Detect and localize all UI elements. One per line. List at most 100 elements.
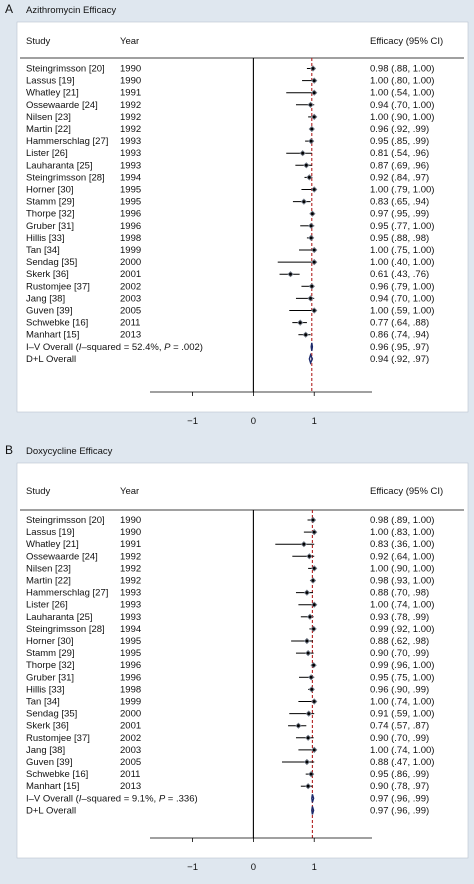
- column-header-efficacy: Efficacy (95% CI): [370, 36, 443, 47]
- x-axis-tick-label: 1: [312, 862, 317, 873]
- study-name: Horner [30]: [26, 636, 74, 647]
- study-name: Ossewaarde [24]: [26, 100, 98, 111]
- study-name: Martin [22]: [26, 576, 71, 587]
- efficacy-ci-label: 1.00 (.59, 1.00): [370, 306, 434, 317]
- point-estimate-center: [306, 784, 310, 788]
- efficacy-ci-label: 0.95 (.88, .98): [370, 233, 429, 244]
- study-year: 1993: [120, 160, 141, 171]
- overall-efficacy-label: 0.97 (.96, .99): [370, 793, 429, 804]
- point-estimate-center: [311, 579, 315, 582]
- study-year: 1992: [120, 112, 141, 123]
- study-year: 1996: [120, 660, 141, 671]
- study-year: 1995: [120, 185, 141, 196]
- point-estimate-center: [312, 530, 316, 534]
- plot-panel: [16, 462, 469, 859]
- study-name: Gruber [31]: [26, 221, 74, 232]
- point-estimate-center: [312, 260, 316, 264]
- point-estimate-center: [312, 115, 316, 119]
- study-name: Lassus [19]: [26, 76, 75, 87]
- column-header-year: Year: [120, 36, 139, 47]
- study-name: Stamm [29]: [26, 648, 75, 659]
- study-year: 1993: [120, 612, 141, 623]
- study-year: 2000: [120, 709, 141, 720]
- efficacy-ci-label: 0.94 (.70, 1.00): [370, 100, 434, 111]
- overall-diamond: [311, 794, 315, 803]
- point-estimate-center: [306, 736, 310, 740]
- point-estimate-center: [298, 321, 302, 324]
- efficacy-ci-label: 0.95 (.77, 1.00): [370, 221, 434, 232]
- efficacy-ci-label: 0.90 (.70, .99): [370, 733, 429, 744]
- point-estimate-center: [312, 188, 316, 191]
- study-name: Guven [39]: [26, 757, 72, 768]
- study-name: Sendag [35]: [26, 709, 77, 720]
- point-estimate-center: [310, 127, 314, 131]
- overall-diamond: [310, 342, 314, 351]
- x-axis-tick-label: 0: [251, 862, 256, 873]
- study-year: 1992: [120, 563, 141, 574]
- efficacy-ci-label: 1.00 (.90, 1.00): [370, 112, 434, 123]
- study-year: 1999: [120, 245, 141, 256]
- efficacy-ci-label: 0.90 (.78, .97): [370, 781, 429, 792]
- point-estimate-center: [312, 567, 316, 570]
- efficacy-ci-label: 0.95 (.86, .99): [370, 769, 429, 780]
- efficacy-ci-label: 1.00 (.74, 1.00): [370, 600, 434, 611]
- x-axis-tick-label: −1: [187, 862, 198, 873]
- overall-efficacy-label: 0.94 (.92, .97): [370, 354, 429, 365]
- point-estimate-center: [305, 760, 309, 764]
- study-year: 2002: [120, 281, 141, 292]
- study-year: 2013: [120, 781, 141, 792]
- point-estimate-center: [307, 554, 311, 558]
- efficacy-ci-label: 0.98 (.89, 1.00): [370, 515, 434, 526]
- study-name: Horner [30]: [26, 185, 74, 196]
- study-year: 1991: [120, 88, 141, 99]
- point-estimate-center: [312, 91, 316, 95]
- study-year: 1993: [120, 136, 141, 147]
- study-year: 1992: [120, 100, 141, 111]
- efficacy-ci-label: 0.77 (.64, .88): [370, 318, 429, 329]
- overall-efficacy-label: 0.96 (.95, .97): [370, 342, 429, 353]
- study-name: Hillis [33]: [26, 233, 65, 244]
- efficacy-ci-label: 0.88 (.70, .98): [370, 588, 429, 599]
- point-estimate-center: [297, 724, 300, 728]
- overall-efficacy-label: 0.97 (.96, .99): [370, 805, 429, 816]
- efficacy-ci-label: 1.00 (.80, 1.00): [370, 76, 434, 87]
- overall-diamond: [308, 352, 314, 365]
- point-estimate-center: [304, 163, 308, 167]
- point-estimate-center: [310, 688, 314, 691]
- efficacy-ci-label: 1.00 (.54, 1.00): [370, 88, 434, 99]
- study-name: Schwebke [16]: [26, 318, 88, 329]
- study-year: 1993: [120, 600, 141, 611]
- study-name: Skerk [36]: [26, 721, 69, 732]
- point-estimate-center: [311, 518, 315, 522]
- efficacy-ci-label: 0.87 (.69, .96): [370, 160, 429, 171]
- point-estimate-center: [309, 675, 313, 679]
- point-estimate-center: [309, 103, 312, 107]
- point-estimate-center: [312, 248, 316, 252]
- x-axis-tick-label: 0: [251, 416, 256, 427]
- study-year: 1996: [120, 221, 141, 232]
- efficacy-ci-label: 1.00 (.75, 1.00): [370, 245, 434, 256]
- efficacy-ci-label: 0.96 (.90, .99): [370, 684, 429, 695]
- panel-letter: A: [5, 2, 13, 16]
- study-name: Steingrimsson [20]: [26, 64, 105, 75]
- study-year: 1999: [120, 697, 141, 708]
- study-year: 1996: [120, 209, 141, 220]
- efficacy-ci-label: 0.88 (.62, .98): [370, 636, 429, 647]
- study-name: Jang [38]: [26, 293, 65, 304]
- study-name: Guven [39]: [26, 306, 72, 317]
- efficacy-ci-label: 1.00 (.74, 1.00): [370, 697, 434, 708]
- study-name: Lauharanta [25]: [26, 160, 93, 171]
- efficacy-ci-label: 0.83 (.36, 1.00): [370, 539, 434, 550]
- study-year: 2000: [120, 257, 141, 268]
- study-name: Gruber [31]: [26, 672, 74, 683]
- study-year: 1995: [120, 648, 141, 659]
- point-estimate-center: [309, 139, 313, 143]
- column-header-year: Year: [120, 486, 139, 497]
- column-header-study: Study: [26, 36, 51, 47]
- study-year: 1998: [120, 233, 141, 244]
- panel-letter: B: [5, 443, 13, 457]
- study-year: 1993: [120, 588, 141, 599]
- panel-title: Doxycycline Efficacy: [26, 446, 113, 457]
- study-name: Whatley [21]: [26, 88, 79, 99]
